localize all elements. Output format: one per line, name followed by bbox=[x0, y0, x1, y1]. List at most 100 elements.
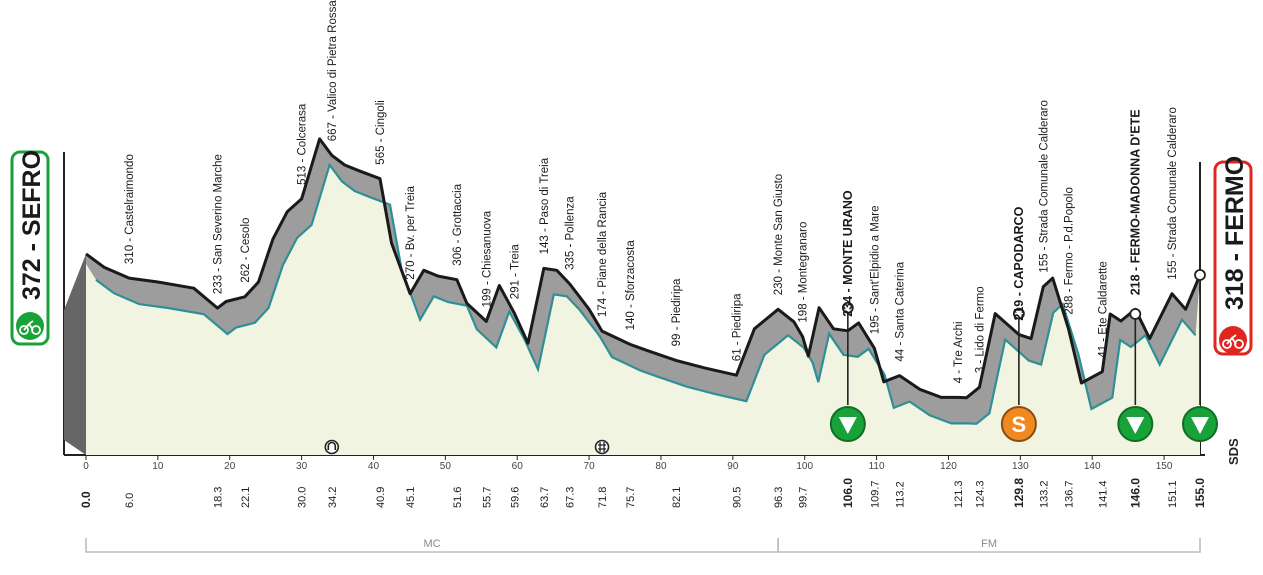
km-distance-label: 40.9 bbox=[375, 487, 387, 508]
waypoint-label: 513 - Colcerasa bbox=[297, 103, 309, 185]
km-distance-label: 129.8 bbox=[1012, 478, 1026, 508]
km-distance-label: 71.8 bbox=[597, 487, 609, 508]
cyclist-icon bbox=[1222, 334, 1244, 349]
waypoint-label: 198 - Montegranaro bbox=[798, 222, 810, 323]
km-distance-label: 121.3 bbox=[953, 480, 965, 508]
km-labels: 0.0 6.0 18.3 22.1 30.0 34.2 40.9 45.1 51.6 55.7 59… bbox=[79, 478, 1207, 508]
km-scale-label: 140 bbox=[1084, 461, 1101, 472]
waypoint-label: 155 - Strada Comunale Calderaro bbox=[1167, 107, 1179, 280]
province-label: MC bbox=[424, 538, 441, 550]
km-scale-label: 10 bbox=[152, 461, 164, 472]
ground-area bbox=[86, 164, 1200, 455]
km-distance-label: 124.3 bbox=[974, 480, 986, 508]
km-scale-label: 90 bbox=[727, 461, 739, 472]
waypoint-label: 195 - Sant'Elpidio a Mare bbox=[869, 206, 881, 335]
km-scale-label: 70 bbox=[584, 461, 596, 472]
waypoint-label: 565 - Cingoli bbox=[375, 100, 387, 165]
km-distance-label: 51.6 bbox=[452, 487, 464, 508]
km-scale-label: 100 bbox=[796, 461, 813, 472]
start-wall bbox=[64, 253, 86, 455]
tunnel-icon bbox=[324, 439, 340, 455]
km-scale-label: 80 bbox=[655, 461, 667, 472]
km-distance-label: 75.7 bbox=[625, 487, 637, 508]
km-distance-label: 133.2 bbox=[1038, 480, 1050, 508]
sprint-label: S bbox=[1012, 412, 1027, 437]
waypoint-label: 3 - Lido di Fermo bbox=[974, 286, 986, 373]
km-scale-label: 40 bbox=[368, 461, 380, 472]
km-distance-label: 82.1 bbox=[671, 487, 683, 508]
waypoint-label: 4 - Tre Archi bbox=[953, 321, 965, 383]
province-band: MC FM bbox=[85, 538, 1201, 553]
road-track-line bbox=[95, 162, 1197, 425]
waypoint-label: 41 - Ete Caldarette bbox=[1097, 261, 1109, 358]
waypoint-label: 155 - Strada Comunale Calderaro bbox=[1038, 100, 1050, 273]
green-triangle-icon bbox=[829, 406, 866, 442]
waypoint-label: 291 - Treia bbox=[509, 244, 521, 300]
elevation-line bbox=[85, 137, 1202, 400]
km-distance-label: 99.7 bbox=[798, 487, 810, 508]
finish-label: 318 - FERMO bbox=[1221, 156, 1249, 310]
km-scale-label: 0 bbox=[83, 461, 89, 472]
marker-dot bbox=[1194, 269, 1206, 281]
railway-crossing-icon bbox=[594, 439, 610, 455]
km-distance-label: 96.3 bbox=[773, 487, 785, 508]
waypoint-label: 306 - Grottaccia bbox=[452, 183, 464, 265]
km-distance-label: 67.3 bbox=[565, 487, 577, 508]
sponsor-logo: SDS bbox=[1226, 438, 1241, 465]
km-distance-label: 109.7 bbox=[869, 480, 881, 508]
km-distance-label: 45.1 bbox=[405, 487, 417, 508]
km-scale-label: 150 bbox=[1156, 461, 1173, 472]
km-distance-label: 22.1 bbox=[240, 487, 252, 508]
km-scale-label: 20 bbox=[224, 461, 236, 472]
km-distance-label: 136.7 bbox=[1064, 480, 1076, 508]
waypoint-label: 61 - Piediripa bbox=[731, 293, 743, 361]
km-distance-label: 34.2 bbox=[327, 487, 339, 508]
km-distance-label: 63.7 bbox=[539, 487, 551, 508]
start-badge: 372 - SEFRO bbox=[10, 150, 50, 346]
waypoint-label: 143 - Paso di Treia bbox=[539, 157, 551, 254]
km-distance-label: 155.0 bbox=[1193, 478, 1207, 508]
km-scale-label: 30 bbox=[296, 461, 308, 472]
km-distance-label: 106.0 bbox=[841, 478, 855, 508]
province-label: FM bbox=[981, 538, 997, 550]
waypoint-label: 233 - San Severino Marche bbox=[213, 154, 225, 294]
start-label: 372 - SEFRO bbox=[18, 150, 46, 300]
profile-layer bbox=[64, 137, 1202, 455]
km-distance-label: 90.5 bbox=[731, 487, 743, 508]
km-distance-label: 113.2 bbox=[895, 481, 907, 508]
km-distance-label: 30.0 bbox=[297, 487, 309, 508]
waypoint-label: 218 - FERMO-MADONNA D'ETE bbox=[1128, 109, 1142, 295]
km-distance-label: 141.4 bbox=[1097, 480, 1109, 508]
km-distance-label: 18.3 bbox=[213, 487, 225, 508]
waypoint-label: 234 - MONTE URANO bbox=[841, 190, 855, 317]
km-scale-label: 50 bbox=[440, 461, 452, 472]
km-scale-label: 130 bbox=[1012, 461, 1029, 472]
km-scale-label: 60 bbox=[512, 461, 524, 472]
km-distance-label: 55.7 bbox=[481, 487, 493, 508]
waypoint-label: 288 - Fermo - P.d.Popolo bbox=[1064, 187, 1076, 315]
waypoint-label: 44 - Santa Caterina bbox=[895, 261, 907, 361]
waypoint-label: 270 - Bv. per Treia bbox=[405, 185, 417, 279]
km-distance-label: 146.0 bbox=[1128, 478, 1142, 508]
waypoint-labels: 310 - Castelraimondo 233 - San Severino M… bbox=[124, 0, 1179, 383]
marker-dot bbox=[1012, 307, 1025, 320]
cyclist-icon bbox=[19, 320, 41, 335]
waypoint-label: 174 - Piane della Rancia bbox=[597, 191, 609, 317]
waypoint-label: 199 - Chiesanuova bbox=[481, 210, 493, 307]
finish-badge: 318 - FERMO bbox=[1213, 156, 1253, 356]
green-triangle-icon bbox=[1182, 406, 1218, 442]
km-distance-label: 59.6 bbox=[509, 487, 521, 508]
km-distance-label: 0.0 bbox=[79, 491, 93, 508]
km-scale-label: 110 bbox=[869, 461, 885, 472]
waypoint-label: 99 - Piediripa bbox=[671, 278, 683, 346]
sprint-s-icon: S bbox=[1000, 406, 1037, 442]
waypoint-label: 335 - Pollenza bbox=[565, 196, 577, 270]
km-distance-label: 6.0 bbox=[124, 493, 136, 508]
waypoint-label: 262 - Cesolo bbox=[240, 218, 252, 283]
waypoint-label: 230 - Monte San Giusto bbox=[773, 174, 785, 295]
km-distance-label: 151.1 bbox=[1167, 480, 1179, 508]
waypoint-label: 667 - Valico di Pietra Rossa bbox=[327, 0, 339, 141]
waypoint-label: 140 - Sforzacosta bbox=[625, 240, 637, 331]
markers-layer: S bbox=[324, 269, 1218, 455]
